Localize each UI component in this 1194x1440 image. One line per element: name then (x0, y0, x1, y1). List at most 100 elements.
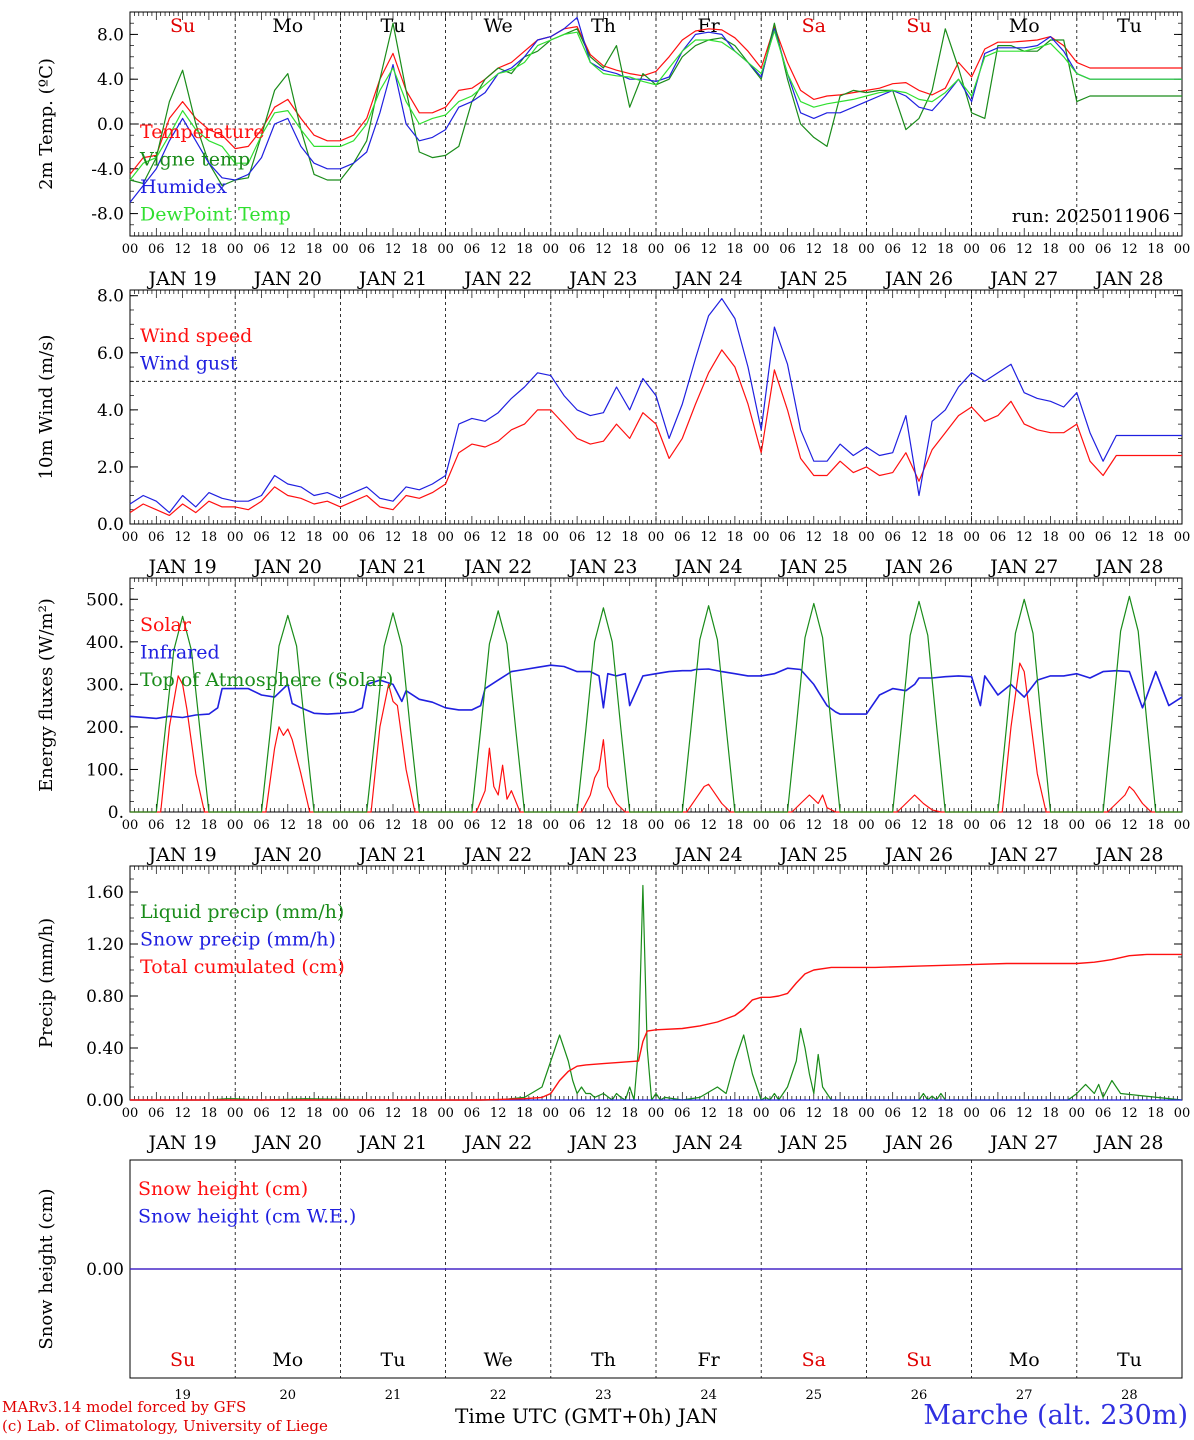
date-label: JAN 25 (778, 268, 848, 290)
hour-label: 12 (174, 242, 191, 257)
hour-label: 12 (280, 530, 297, 545)
hour-label: 00 (858, 818, 875, 833)
hour-label: 18 (306, 530, 323, 545)
y-tick-label: 200. (86, 718, 124, 738)
date-label: JAN 23 (567, 844, 637, 866)
hour-label: 12 (490, 818, 507, 833)
hour-label: 18 (1042, 530, 1059, 545)
weekday-label: Mo (1009, 1349, 1040, 1371)
legend-entry: Infrared (140, 642, 220, 664)
hour-label: 12 (911, 530, 928, 545)
date-label: JAN 19 (147, 844, 217, 866)
hour-label: 12 (911, 1106, 928, 1121)
hour-label: 12 (1016, 242, 1033, 257)
hour-label: 12 (700, 530, 717, 545)
time-axis-label: Time UTC (GMT+0h) JAN (455, 1404, 718, 1428)
station-label: Marche (alt. 230m) (923, 1400, 1188, 1431)
hour-label: 06 (569, 242, 586, 257)
hour-label: 06 (1095, 1106, 1112, 1121)
y-tick-label: 8.0 (97, 25, 124, 45)
legend-entry: Solar (140, 614, 192, 636)
date-label: JAN 26 (883, 844, 953, 866)
hour-label: 12 (174, 818, 191, 833)
hour-label: 00 (227, 242, 244, 257)
hour-label: 18 (832, 818, 849, 833)
date-label: JAN 20 (252, 268, 322, 290)
hour-label: 12 (911, 818, 928, 833)
hour-label: 00 (753, 818, 770, 833)
hour-label: 12 (385, 242, 402, 257)
weekday-label: Tu (381, 1349, 406, 1371)
date-label: JAN 22 (462, 556, 532, 578)
hour-label: 12 (385, 818, 402, 833)
y-axis-label: Precip (mm/h) (36, 918, 57, 1048)
hour-label: 18 (832, 530, 849, 545)
legend-entry: Liquid precip (mm/h) (140, 901, 344, 923)
hour-label: 18 (1042, 1106, 1059, 1121)
hour-label: 12 (385, 1106, 402, 1121)
hour-label: 12 (595, 530, 612, 545)
hour-label: 12 (490, 530, 507, 545)
series-line-3 (129, 17, 1182, 203)
date-label: JAN 22 (462, 1132, 532, 1154)
legend-entry: Wind gust (140, 353, 238, 375)
hour-label: 18 (516, 530, 533, 545)
hour-label: 12 (280, 1106, 297, 1121)
y-tick-label: 0.40 (86, 1039, 124, 1059)
hour-label: 00 (963, 530, 980, 545)
hour-label: 12 (595, 818, 612, 833)
day-number-label: 23 (595, 1388, 612, 1403)
weekday-label: Mo (272, 1349, 303, 1371)
panel-1: -8.0 -4.0 0.0 4.0 8.0 2m Temp. (ºC) 00 06 12 18 JA… (36, 11, 1190, 290)
date-label: JAN 26 (883, 556, 953, 578)
hour-label: 06 (990, 530, 1007, 545)
day-number-label: 21 (385, 1388, 402, 1403)
hour-label: 06 (884, 1106, 901, 1121)
hour-label: 00 (543, 818, 560, 833)
hour-label: 18 (201, 818, 218, 833)
hour-label: 18 (621, 242, 638, 257)
weekday-label: Mo (272, 15, 303, 37)
hour-label: 00 (437, 818, 454, 833)
date-label: JAN 27 (988, 844, 1058, 866)
legend-entry: DewPoint Temp (140, 204, 291, 226)
y-tick-label: 6.0 (97, 344, 124, 364)
hour-label: 06 (253, 1106, 270, 1121)
hour-label: 06 (464, 242, 481, 257)
weekday-label: Sa (802, 1349, 826, 1371)
legend-entry: Total cumulated (cm) (140, 956, 345, 978)
legend-entry: Snow precip (mm/h) (140, 929, 336, 951)
hour-label: 00 (332, 242, 349, 257)
date-label: JAN 23 (567, 1132, 637, 1154)
hour-label: 06 (779, 242, 796, 257)
legend-entry: Humidex (140, 176, 227, 198)
hour-label: 00 (1174, 530, 1191, 545)
y-tick-label: 4.0 (97, 401, 124, 421)
date-label: JAN 24 (673, 556, 743, 578)
y-tick-label: 1.20 (86, 935, 124, 955)
hour-label: 18 (201, 530, 218, 545)
date-label: JAN 24 (673, 268, 743, 290)
hour-label: 18 (306, 818, 323, 833)
hour-label: 12 (174, 1106, 191, 1121)
date-label: JAN 23 (567, 268, 637, 290)
hour-label: 06 (464, 818, 481, 833)
y-tick-label: 0. (108, 803, 124, 823)
date-label: JAN 28 (1093, 556, 1163, 578)
hour-label: 12 (1016, 1106, 1033, 1121)
hour-label: 18 (1147, 1106, 1164, 1121)
weekday-label: Su (906, 15, 931, 37)
panel-4: 0.00 0.40 0.80 1.20 1.60 Precip (mm/h) 00 06 12 1… (36, 865, 1190, 1154)
y-tick-label: 2.0 (97, 458, 124, 478)
hour-label: 18 (306, 242, 323, 257)
legend-entry: Snow height (cm) (138, 1178, 308, 1200)
y-tick-label: -4.0 (91, 160, 124, 180)
weekday-label: We (484, 1349, 513, 1371)
day-number-label: 25 (806, 1388, 823, 1403)
hour-label: 18 (727, 242, 744, 257)
hour-label: 18 (727, 1106, 744, 1121)
weekday-label: Fr (697, 15, 720, 37)
day-number-label: 27 (1016, 1388, 1033, 1403)
date-label: JAN 20 (252, 556, 322, 578)
y-tick-label: 100. (86, 760, 124, 780)
